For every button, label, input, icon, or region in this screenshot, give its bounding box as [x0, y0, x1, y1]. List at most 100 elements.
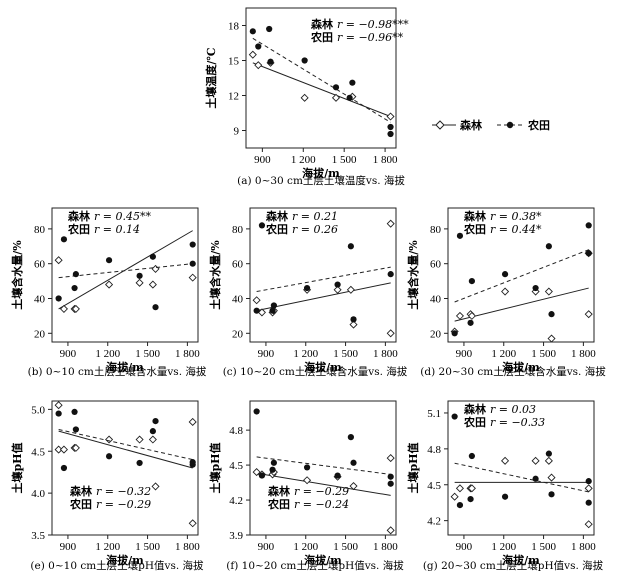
- y-tick-label: 4.5: [31, 446, 45, 458]
- data-point-forest: [386, 329, 395, 338]
- x-tick-label: 1 500: [135, 541, 160, 553]
- chart-caption: (e) 0~10 cm土层土壤pH值vs. 海拔: [30, 559, 204, 572]
- data-point-farm: [347, 434, 354, 441]
- data-point-farm: [72, 271, 79, 278]
- x-tick-label: 1 800: [175, 541, 200, 553]
- x-tick-label: 900: [60, 541, 77, 553]
- stat-annotation: 农田 r = 0.44*: [463, 222, 542, 236]
- data-point-farm: [149, 253, 156, 260]
- data-point-farm: [266, 25, 273, 33]
- x-axis-label: 海拔/m: [302, 166, 340, 180]
- data-point-farm: [467, 319, 474, 326]
- data-point-forest: [331, 93, 341, 102]
- y-axis-label: 土壤含水量/%: [10, 240, 24, 310]
- legend-farm-label: 农田: [527, 118, 550, 132]
- data-point-farm: [334, 472, 341, 479]
- trend-line: [256, 456, 391, 475]
- stat-group-name: 农田: [69, 497, 92, 511]
- data-point-farm: [270, 459, 277, 466]
- data-point-farm: [270, 302, 277, 309]
- data-point-farm: [585, 250, 592, 257]
- chart-panel-f: 900 1 200 1 500 1 800 3.9 4.2 4.5 4.8 海拔/m 土壤pH值 (…: [208, 400, 404, 572]
- plot-frame: [51, 400, 199, 536]
- plot-frame: [51, 207, 199, 343]
- stat-annotation: 森林 r = 0.21: [266, 209, 338, 223]
- trend-line: [252, 62, 391, 117]
- data-point-farm: [501, 493, 509, 500]
- data-point-forest: [547, 473, 556, 482]
- data-point-farm: [548, 311, 555, 318]
- data-point-farm: [532, 284, 539, 292]
- data-point-farm: [467, 496, 474, 503]
- y-tick-label: 5.0: [31, 404, 45, 416]
- data-point-forest: [59, 304, 68, 313]
- trend-line: [454, 249, 589, 303]
- x-tick-label: 900: [456, 348, 473, 360]
- stat-r-value: r = −0.98***: [337, 18, 409, 31]
- data-point-forest: [188, 417, 197, 426]
- x-tick-label: 1 200: [293, 541, 318, 553]
- data-point-forest: [455, 484, 464, 493]
- stat-group-name: 森林: [268, 484, 290, 498]
- y-tick-label: 3.5: [31, 530, 45, 542]
- stat-group-name: 农田: [67, 222, 90, 236]
- y-tick-label: 60: [232, 259, 244, 271]
- data-point-farm: [468, 277, 475, 285]
- data-point-farm: [387, 473, 394, 480]
- y-tick-label: 20: [430, 328, 442, 340]
- x-tick-label: 1 500: [333, 541, 358, 553]
- y-tick-label: 20: [232, 328, 244, 340]
- plot-frame: [249, 400, 397, 536]
- series-farm: [55, 408, 196, 472]
- data-point-farm: [55, 410, 62, 417]
- series-forest: [54, 401, 197, 528]
- x-tick-label: 1 800: [175, 348, 200, 360]
- data-point-forest: [346, 285, 355, 294]
- data-point-forest: [148, 435, 157, 444]
- stat-r-value: r = −0.24: [294, 498, 349, 511]
- stat-group-name: 森林: [464, 209, 486, 223]
- data-point-forest: [544, 287, 553, 296]
- x-tick-label: 1 800: [571, 348, 596, 360]
- data-point-forest: [148, 280, 157, 289]
- y-tick-label: 40: [34, 293, 46, 305]
- y-tick-label: 60: [430, 259, 442, 271]
- data-point-farm: [301, 57, 308, 64]
- data-point-farm: [152, 418, 159, 425]
- stat-annotation: 农田 r = 0.14: [67, 222, 140, 236]
- x-tick-label: 900: [258, 541, 275, 553]
- x-tick-label: 1 200: [291, 154, 316, 166]
- data-point-farm: [136, 459, 143, 467]
- y-axis-label: 土壤pH值: [10, 442, 24, 493]
- data-point-farm: [349, 79, 356, 86]
- stat-r-value: r = −0.32: [96, 485, 151, 498]
- data-point-forest: [252, 468, 261, 477]
- data-point-farm: [456, 501, 464, 509]
- y-tick-label: 80: [232, 224, 244, 236]
- x-axis-label: 海拔/m: [304, 553, 342, 567]
- y-tick-label: 4.2: [427, 516, 441, 528]
- data-point-farm: [258, 472, 266, 479]
- x-tick-label: 900: [254, 154, 271, 166]
- data-point-farm: [347, 243, 354, 250]
- data-point-forest: [151, 264, 160, 273]
- stat-annotation: 森林 r = 0.45**: [68, 209, 151, 223]
- series-farm: [253, 222, 394, 323]
- data-point-farm: [71, 284, 78, 292]
- x-tick-label: 1 800: [373, 541, 398, 553]
- y-tick-label: 20: [34, 328, 46, 340]
- data-point-forest: [547, 334, 556, 343]
- data-point-farm: [350, 459, 357, 466]
- y-tick-label: 80: [34, 224, 46, 236]
- data-point-farm: [55, 295, 62, 302]
- y-tick-label: 3.9: [229, 530, 243, 542]
- chart-caption: (f) 10~20 cm土层土壤pH值vs. 海拔: [226, 559, 404, 572]
- trend-line: [256, 282, 391, 312]
- data-point-forest: [349, 320, 358, 329]
- trend-line: [58, 430, 193, 469]
- stat-r-value: r = −0.96**: [337, 31, 404, 44]
- data-point-forest: [54, 401, 63, 410]
- series-farm: [451, 222, 592, 337]
- legend: 森林 农田: [432, 118, 550, 132]
- data-point-forest: [54, 256, 63, 265]
